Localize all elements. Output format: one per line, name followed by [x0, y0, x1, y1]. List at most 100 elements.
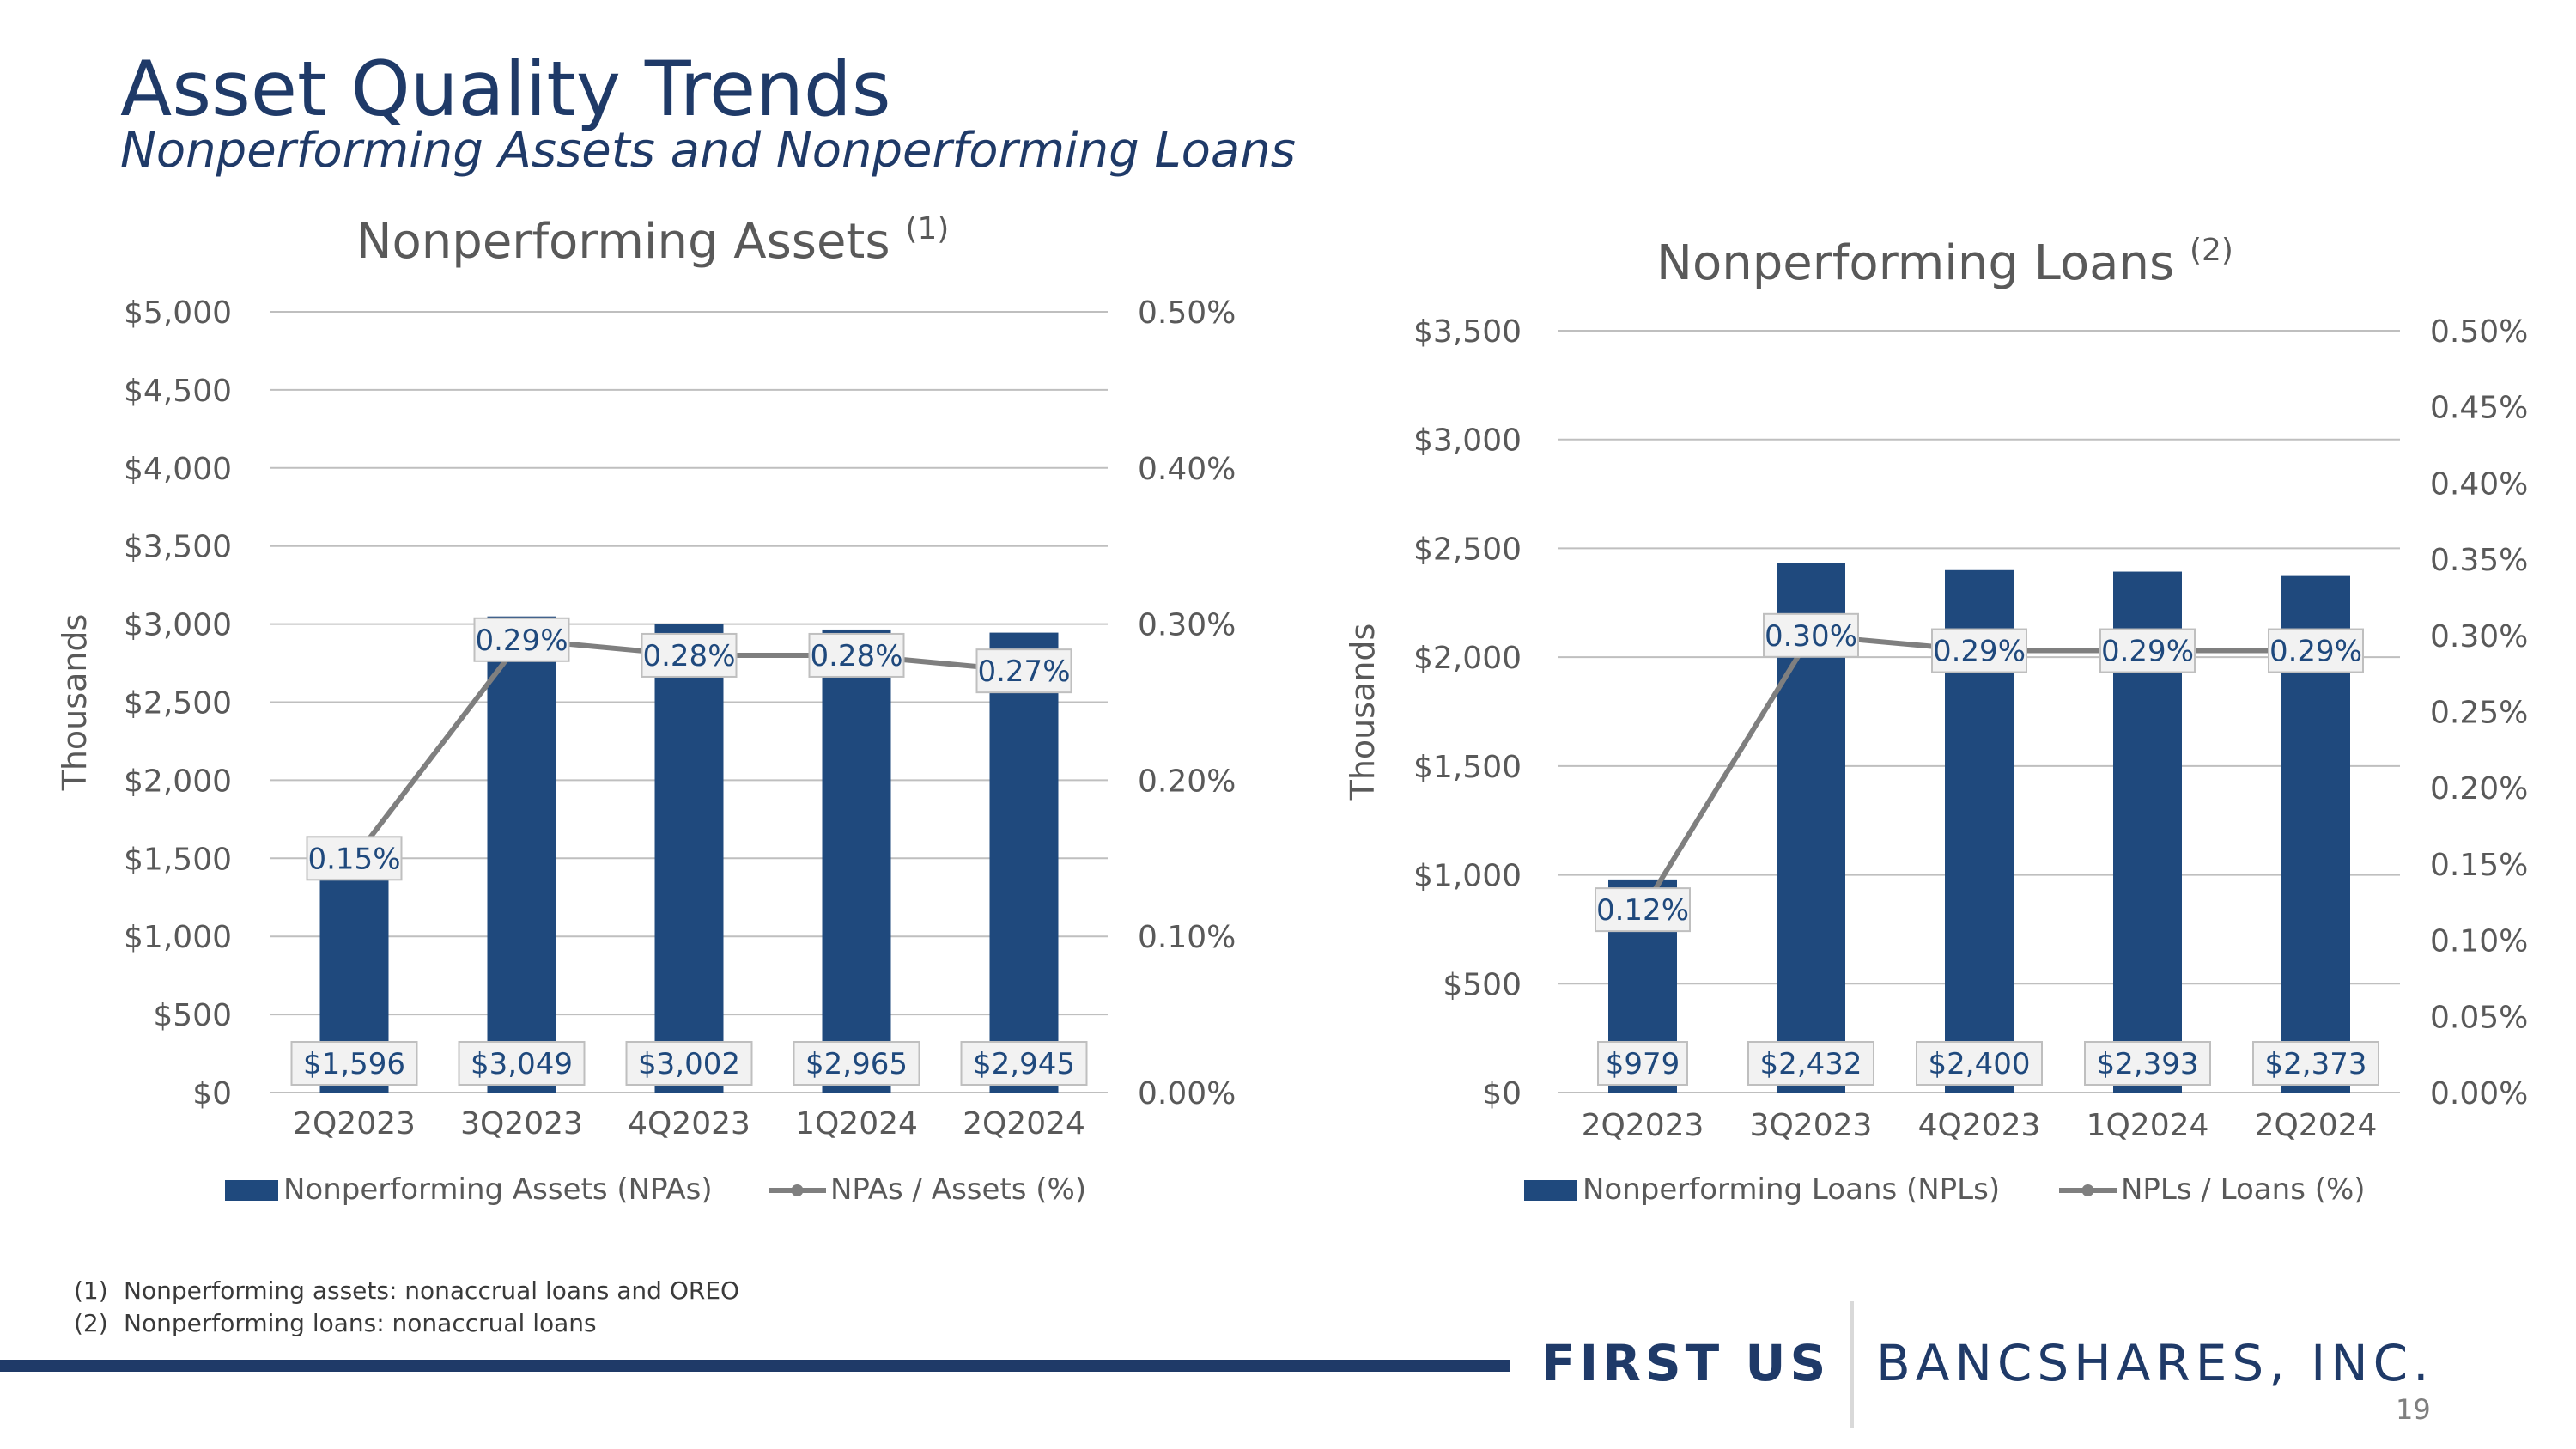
chart2-y2-tick-label: 0.25% — [2430, 696, 2528, 731]
chart1-y-tick-label: $1,000 — [124, 920, 232, 955]
chart1-y-tick-label: $1,500 — [124, 842, 232, 877]
footnote-1: (1) Nonperforming assets: nonaccrual loan… — [74, 1275, 739, 1307]
chart2-y2-tick-label: 0.20% — [2430, 771, 2528, 807]
chart2-category-label: 4Q2023 — [1918, 1108, 2041, 1143]
chart2-y2-tick-label: 0.45% — [2430, 391, 2528, 426]
chart2-y2-tick-label: 0.15% — [2430, 848, 2528, 883]
chart1-legend-bar-label: Nonperforming Assets (NPAs) — [283, 1172, 713, 1207]
chart2-bar-value-label: $2,400 — [1929, 1047, 2031, 1081]
chart2-y-tick-label: $2,000 — [1413, 641, 1522, 676]
chart1-y-tick-label: $0 — [192, 1076, 232, 1111]
chart2-category-label: 1Q2024 — [2087, 1108, 2209, 1143]
chart2-line-value-label: 0.29% — [2101, 635, 2194, 669]
chart1-legend-line-marker — [791, 1184, 804, 1196]
chart1-y-axis-title: Thousands — [56, 614, 94, 792]
chart2-y-tick-label: $500 — [1443, 967, 1522, 1002]
chart2-line-value-label: 0.29% — [1933, 635, 2026, 669]
chart2-line-value-label-box — [2099, 628, 2196, 673]
chart1-line-value-label: 0.28% — [642, 639, 735, 673]
chart1-y-tick-label: $4,500 — [124, 374, 232, 409]
chart2-legend-bar-swatch — [1524, 1180, 1577, 1201]
chart1-bar — [487, 616, 556, 1093]
chart2-line-value-label-box — [2268, 628, 2364, 673]
page-title: Asset Quality Trends — [120, 45, 891, 133]
chart1-group: Nonperforming Assets (1) $0 $500 $1,000 $1,5… — [56, 211, 1236, 1207]
chart2-y2-tick-label: 0.00% — [2430, 1076, 2528, 1111]
chart1-y-tick-label: $5,000 — [124, 295, 232, 331]
chart2-legend-bar-label: Nonperforming Loans (NPLs) — [1583, 1172, 2000, 1207]
chart2-y-tick-label: $3,000 — [1413, 423, 1522, 459]
chart2-y2-tick-label: 0.30% — [2430, 619, 2528, 654]
chart2-bar-value-label-box — [2252, 1041, 2379, 1086]
chart1-line-value-label: 0.28% — [810, 639, 902, 673]
chart1-line-value-label: 0.15% — [307, 842, 400, 876]
chart1-category-label: 2Q2024 — [963, 1106, 1085, 1142]
chart1-bar-value-label-box — [960, 1041, 1088, 1086]
chart2-y-axis-title: Thousands — [1344, 624, 1382, 801]
chart1-y2-tick-label: 0.20% — [1138, 764, 1236, 799]
chart2-y-tick-label: $0 — [1482, 1076, 1522, 1111]
chart1-title-note: (1) — [905, 211, 949, 247]
chart2-bar-value-label: $979 — [1606, 1047, 1680, 1081]
chart1-line-value-label: 0.27% — [977, 654, 1070, 689]
chart1-y2-tick-label: 0.00% — [1138, 1076, 1236, 1111]
chart2-title-text: Nonperforming Loans — [1656, 235, 2190, 291]
chart2-title-note: (2) — [2190, 233, 2233, 268]
footnotes: (1) Nonperforming assets: nonaccrual loan… — [74, 1275, 739, 1340]
chart2-y-tick-label: $2,500 — [1413, 532, 1522, 567]
chart2-line-value-label: 0.30% — [1765, 619, 1857, 654]
chart1-bar-value-label: $1,596 — [303, 1047, 405, 1081]
chart2-line-value-label-box — [1763, 612, 1859, 658]
logo-first-us: FIRST US — [1541, 1334, 1831, 1392]
chart2-category-label: 3Q2023 — [1750, 1108, 1873, 1143]
chart1-y2-tick-label: 0.50% — [1138, 295, 1236, 331]
chart1-y2-tick-label: 0.40% — [1138, 452, 1236, 487]
chart1-bar-value-label-box — [625, 1041, 753, 1086]
chart1-category-label: 2Q2023 — [293, 1106, 416, 1142]
chart1-bar-value-label: $2,945 — [973, 1047, 1075, 1081]
chart1-line-value-label-box — [641, 632, 738, 678]
chart1-y-tick-label: $2,500 — [124, 686, 232, 721]
chart2-y-tick-label: $1,000 — [1413, 859, 1522, 894]
chart2-bar-value-label: $2,373 — [2265, 1047, 2367, 1081]
chart2-group: Nonperforming Loans (2) $0 $500 $1,000 $1,50… — [1344, 233, 2528, 1207]
chart1-y-tick-label: $500 — [153, 998, 232, 1033]
chart2-title: Nonperforming Loans (2) — [1656, 233, 2233, 291]
chart2-y-tick-label: $3,500 — [1413, 314, 1522, 350]
chart1-y2-tick-label: 0.30% — [1138, 608, 1236, 643]
chart1-line-value-label-box — [808, 632, 905, 678]
chart1-line-value-label: 0.29% — [475, 624, 568, 658]
chart2-bar-value-label: $2,393 — [2097, 1047, 2199, 1081]
footnote-1-text: Nonperforming assets: nonaccrual loans a… — [124, 1276, 740, 1305]
chart2-y2-tick-label: 0.50% — [2430, 314, 2528, 350]
chart2-bar-value-label-box — [1747, 1041, 1874, 1086]
chart1-line-value-label-box — [473, 617, 570, 662]
chart1-category-label: 3Q2023 — [460, 1106, 583, 1142]
chart1-bar-value-label-box — [290, 1041, 418, 1086]
logo-separator — [1850, 1301, 1854, 1428]
chart1-legend-line-label: NPAs / Assets (%) — [830, 1172, 1086, 1207]
chart1-y-tick-label: $4,000 — [124, 452, 232, 487]
chart2-legend-line-label: NPLs / Loans (%) — [2121, 1172, 2366, 1207]
chart1-y-tick-label: $2,000 — [124, 764, 232, 799]
footer-rule — [0, 1360, 1510, 1372]
footnote-1-number: (1) — [74, 1276, 108, 1305]
chart1-bar-value-label: $3,002 — [638, 1047, 740, 1081]
chart2-legend-line-marker — [2081, 1184, 2094, 1196]
chart1-line-value-label-box — [975, 648, 1072, 694]
chart2-y2-tick-label: 0.40% — [2430, 466, 2528, 502]
chart1-bar-value-label-box — [458, 1041, 586, 1086]
chart2-line-value-label-box — [1595, 887, 1691, 933]
footnote-2: (2) Nonperforming loans: nonaccrual loans — [74, 1307, 739, 1340]
chart2-category-label: 2Q2024 — [2255, 1108, 2378, 1143]
chart2-line-value-label: 0.29% — [2269, 635, 2362, 669]
chart2-bar-value-label-box — [2084, 1041, 2211, 1086]
chart2-bar-value-label-box — [1597, 1041, 1688, 1086]
chart2-bar-value-label: $2,432 — [1760, 1047, 1862, 1081]
chart1-title: Nonperforming Assets (1) — [356, 211, 950, 270]
chart2-y-tick-label: $1,500 — [1413, 750, 1522, 785]
chart2-y2-tick-label: 0.05% — [2430, 1000, 2528, 1035]
chart1-category-label: 1Q2024 — [795, 1106, 918, 1142]
chart2-category-label: 2Q2023 — [1582, 1108, 1704, 1143]
